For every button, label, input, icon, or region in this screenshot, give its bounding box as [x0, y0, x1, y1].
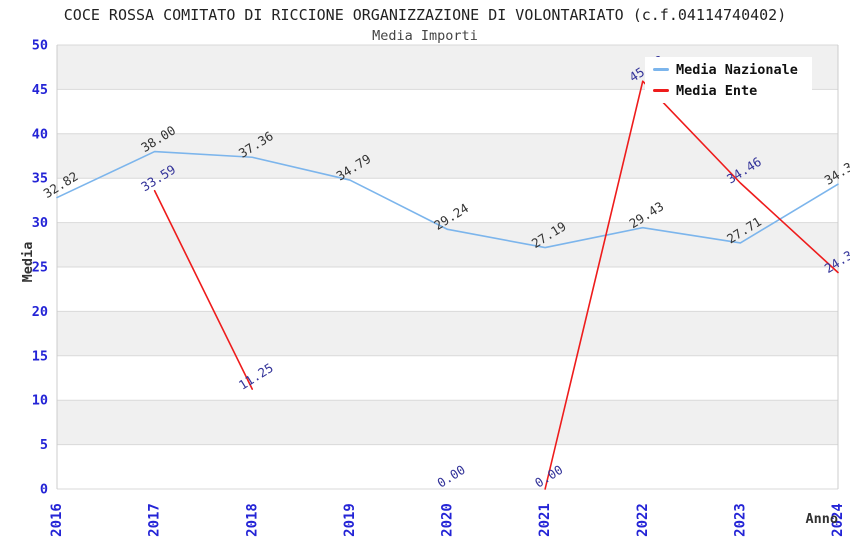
legend-line-swatch-blue [653, 68, 669, 71]
y-tick-label: 50 [32, 38, 48, 54]
series-line-media-nazionale[interactable] [56, 150, 839, 249]
x-tick-label: 2024 [830, 503, 846, 537]
y-tick-label: 20 [32, 304, 48, 320]
chart-title: COCE ROSSA COMITATO DI RICCIONE ORGANIZZ… [63, 6, 787, 24]
plot-band [57, 178, 838, 223]
y-tick-label: 35 [32, 171, 48, 187]
y-tick-label: 10 [32, 393, 48, 409]
x-axis-title: Anno [805, 511, 838, 527]
legend-item-media-nazionale[interactable]: Media Nazionale [653, 62, 812, 78]
legend-item-media-ente[interactable]: Media Ente [653, 83, 812, 99]
x-tick-label: 2017 [147, 503, 163, 537]
y-tick-label: 5 [40, 437, 48, 453]
y-tick-label: 15 [32, 348, 48, 364]
legend-label-media-nazionale: Media Nazionale [676, 61, 798, 78]
plot-band [57, 267, 838, 312]
y-axis-title: Media [20, 241, 36, 283]
y-tick-label: 25 [32, 260, 48, 276]
plot-band [57, 444, 838, 489]
x-tick-label: 2021 [537, 503, 553, 537]
x-tick-label: 2022 [635, 503, 651, 537]
x-tick-label: 2018 [244, 503, 260, 537]
x-tick-label: 2016 [49, 503, 65, 537]
plot-band [57, 311, 838, 356]
y-tick-label: 45 [32, 82, 48, 98]
plot-band [57, 355, 838, 401]
series-line-media-ente[interactable] [544, 80, 839, 490]
plot-band [57, 400, 838, 445]
plot-band [57, 133, 838, 179]
legend: Media Nazionale Media Ente [645, 57, 812, 103]
legend-label-media-ente: Media Ente [676, 82, 758, 99]
series-line-media-ente[interactable] [153, 189, 254, 390]
chart-subtitle: Media Importi [372, 28, 478, 44]
y-tick-label: 0 [40, 482, 48, 498]
x-tick-label: 2020 [440, 503, 456, 537]
y-tick-label: 30 [32, 215, 48, 231]
x-tick-label: 2019 [342, 503, 358, 537]
y-tick-label: 40 [32, 126, 48, 142]
legend-line-swatch-red [653, 89, 669, 92]
x-tick-label: 2023 [732, 503, 748, 537]
